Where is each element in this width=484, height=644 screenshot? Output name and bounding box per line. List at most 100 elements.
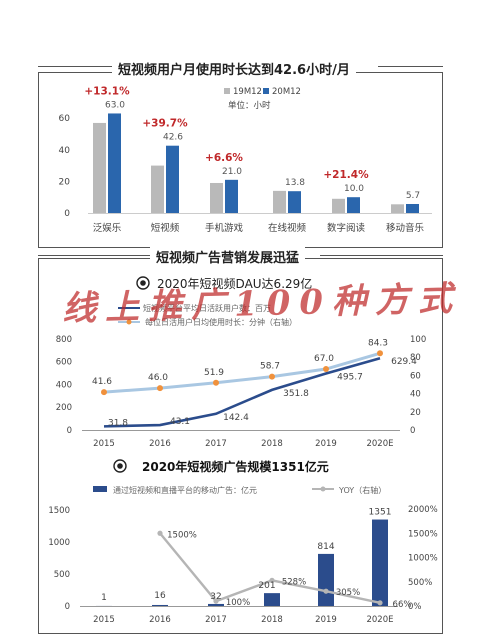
c2-ytick-right: 20 <box>410 408 421 418</box>
c3-data-label-yoy: 66% <box>393 600 412 610</box>
c2-data-label-dau: 31.8 <box>108 418 128 428</box>
c2-category-label: 2018 <box>261 439 283 449</box>
c3-ytick-left: 1000 <box>48 538 70 548</box>
c2-data-label-dau: 629.4 <box>391 357 417 367</box>
c2-ytick-right: 40 <box>410 390 421 400</box>
c3-ytick-left: 0 <box>65 602 70 612</box>
panel2-title: 短视频广告营销发展迅猛 <box>150 247 306 266</box>
c3-data-label-ad: 16 <box>154 591 166 601</box>
c2-data-label-time: 58.7 <box>260 362 280 372</box>
c1-bar-19m12 <box>332 198 345 213</box>
c1-data-label: 13.8 <box>285 178 305 188</box>
c1-ytick-label: 60 <box>59 114 71 124</box>
c1-bar-19m12 <box>93 122 106 213</box>
c2-data-label-dau: 351.8 <box>283 389 309 399</box>
c2-ytick-left: 0 <box>67 426 72 436</box>
c1-bar-20m12 <box>406 203 419 213</box>
c3-point-yoy <box>157 530 163 536</box>
c2-ytick-left: 600 <box>56 358 72 368</box>
c3-legend-swatch-ad <box>93 486 107 492</box>
c2-category-label: 2020E <box>366 439 393 449</box>
c3-data-label-ad: 1 <box>101 593 107 603</box>
c2-ytick-right: 60 <box>410 371 421 381</box>
c2-data-label-time: 84.3 <box>368 338 388 348</box>
c2-category-label: 2019 <box>315 439 337 449</box>
c1-data-label: 21.0 <box>222 167 242 177</box>
c3-ytick-left: 500 <box>54 570 70 580</box>
c2-ytick-left: 800 <box>56 335 72 345</box>
c1-bar-20m12 <box>225 179 238 213</box>
c1-bar-19m12 <box>273 190 286 213</box>
c3-title: 2020年短视频广告规模1351亿元 <box>142 459 329 474</box>
c2-point-time <box>377 350 383 357</box>
c3-ytick-left: 1500 <box>48 506 70 516</box>
c1-data-label: 63.0 <box>105 100 125 110</box>
c3-category-label: 2020E <box>366 615 393 625</box>
c3-ytick-right: 0% <box>408 602 422 612</box>
c1-bar-20m12 <box>288 191 301 213</box>
c3-category-label: 2016 <box>149 615 171 625</box>
c1-ytick-label: 20 <box>59 177 71 187</box>
c1-bar-20m12 <box>347 197 360 213</box>
c3-point-yoy <box>213 598 219 604</box>
c1-ytick-label: 0 <box>64 209 70 219</box>
c2-ytick-right: 80 <box>410 353 421 363</box>
c2-ytick-left: 400 <box>56 380 72 390</box>
c1-bar-20m12 <box>166 145 179 213</box>
c1-growth-label: +21.4% <box>323 169 369 181</box>
c2-point-time <box>269 373 275 380</box>
c3-ytick-right: 500% <box>408 578 432 588</box>
c3-ytick-right: 1500% <box>408 529 438 539</box>
c3-point-yoy <box>323 588 329 594</box>
c1-legend-swatch-19m12 <box>224 88 230 94</box>
c2-data-label-time: 51.9 <box>204 368 224 378</box>
c3-title-bullet-ring <box>113 459 127 473</box>
c2-ytick-left: 200 <box>56 403 72 413</box>
c3-category-label: 2017 <box>205 615 227 625</box>
panel1-title: 短视频用户月使用时长达到42.6小时/月 <box>112 59 356 78</box>
c1-bar-19m12 <box>151 165 164 213</box>
c1-bar-20m12 <box>108 113 121 213</box>
c1-category-label: 短视频 <box>151 222 180 234</box>
c1-growth-label: +39.7% <box>142 118 188 130</box>
c3-data-label-yoy: 1500% <box>167 530 197 540</box>
c1-data-label: 42.6 <box>163 133 183 143</box>
c2-series-line-time <box>103 351 381 394</box>
c1-category-label: 数字阅读 <box>327 222 366 234</box>
c2-data-label-time: 67.0 <box>314 354 334 364</box>
c1-bar-19m12 <box>210 182 223 213</box>
c1-category-label: 移动音乐 <box>386 222 425 234</box>
c2-title-bullet-ring <box>136 276 150 290</box>
c3-title-bullet-dot <box>117 463 123 469</box>
c1-unit-label: 单位：小时 <box>228 100 271 111</box>
c2-data-label-time: 41.6 <box>92 377 112 387</box>
c2-title-bullet-dot <box>140 280 146 286</box>
c3-data-label-yoy: 100% <box>226 598 250 608</box>
c1-bar-19m12 <box>391 204 404 213</box>
c2-series-line-dau <box>103 356 381 428</box>
c3-category-label: 2015 <box>93 615 115 625</box>
title1-rule-right <box>378 66 443 67</box>
c3-bar-ad <box>318 553 334 606</box>
c3-point-yoy <box>269 577 275 583</box>
c3-bar-ad <box>152 604 168 606</box>
c1-legend-label-20m12: 20M12 <box>272 87 301 97</box>
c2-category-label: 2017 <box>205 439 227 449</box>
c2-data-label-dau: 142.4 <box>223 413 249 423</box>
c3-category-label: 2019 <box>315 615 337 625</box>
c3-data-label-ad: 814 <box>317 542 334 552</box>
c1-category-label: 在线视频 <box>268 222 307 234</box>
watermark-text: 线上推广100种方式 <box>61 278 462 330</box>
c2-legend-label-dau: 短视频平台平均日活跃用户数：百万 <box>143 303 271 313</box>
c2-title: 2020年短视频DAU达6.29亿 <box>157 276 312 291</box>
c3-data-label-ad: 201 <box>258 581 275 591</box>
c2-point-time <box>101 389 107 396</box>
c2-legend-label-time: 每位日活用户日均使用时长：分钟（右轴） <box>145 317 297 327</box>
title2-rule-left <box>38 255 150 256</box>
c3-ytick-right: 2000% <box>408 505 438 515</box>
c3-legend-marker-yoy <box>320 486 326 492</box>
c2-data-label-dau: 43.1 <box>170 417 190 427</box>
c2-category-label: 2016 <box>149 439 171 449</box>
c3-bar-ad <box>372 519 388 606</box>
